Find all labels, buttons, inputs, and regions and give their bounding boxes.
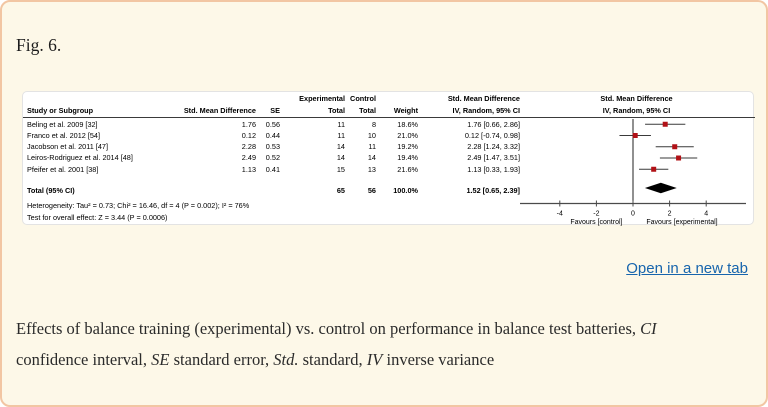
caption-text: standard error, [169, 350, 274, 369]
heterogeneity-note: Heterogeneity: Tau² = 0.73; Chi² = 16.46… [27, 200, 250, 210]
col-header-smd-group: Std. Mean Difference [447, 94, 520, 103]
study-name: Beling et al. 2009 [32] [27, 119, 98, 129]
ci-value: 0.12 [-0.74, 0.98] [464, 131, 520, 140]
table-header: Experimental Control Std. Mean Differenc… [23, 92, 755, 118]
study-row: Franco et al. 2012 [54] 0.12 0.44 11 10 … [23, 130, 520, 142]
exp-total: 15 [336, 164, 345, 174]
study-row: Leiros-Rodriguez et al. 2014 [48] 2.49 0… [23, 152, 520, 164]
svg-text:2: 2 [668, 211, 672, 218]
overall-effect-note: Test for overall effect: Z = 3.44 (P = 0… [27, 212, 168, 222]
se-value: 0.56 [265, 119, 280, 129]
caption-term-se: SE [151, 350, 170, 369]
ci-value: 2.28 [1.24, 3.32] [467, 142, 520, 151]
ctrl-total: 13 [367, 164, 376, 174]
study-name: Pfeifer et al. 2001 [38] [27, 164, 99, 174]
svg-text:4: 4 [704, 211, 708, 218]
spacer [173, 185, 256, 197]
exp-total: 14 [336, 142, 345, 151]
exp-total: 11 [337, 131, 345, 140]
total-ctrl: 56 [367, 186, 376, 195]
caption-text: Effects of balance training (experimenta… [16, 319, 641, 338]
plot-header-line1: Std. Mean Difference [600, 94, 673, 103]
se-value: 0.41 [265, 164, 280, 174]
spacer [256, 185, 280, 197]
caption-text: confidence interval, [16, 350, 152, 369]
caption-term-std: Std. [273, 350, 299, 369]
svg-text:-2: -2 [593, 211, 599, 218]
svg-text:0: 0 [631, 211, 635, 218]
caption-text: inverse variance [382, 350, 495, 369]
total-ci: 1.52 [0.65, 2.39] [466, 186, 520, 195]
study-row: Jacobson et al. 2011 [47] 2.28 0.53 14 1… [23, 141, 520, 153]
ci-value: 1.76 [0.66, 2.86] [467, 119, 520, 129]
study-name: Leiros-Rodriguez et al. 2014 [48] [27, 153, 133, 162]
svg-text:Favours [experimental]: Favours [experimental] [646, 219, 717, 226]
col-header-se: SE [270, 106, 280, 115]
spacer [256, 93, 280, 105]
study-name: Franco et al. 2012 [54] [27, 131, 101, 140]
col-header-iv: IV, Random, 95% CI [452, 106, 520, 115]
se-value: 0.53 [265, 142, 280, 151]
smd-value: 2.49 [241, 153, 256, 162]
ctrl-total: 8 [371, 119, 376, 129]
forest-plot-svg: -4 -2 0 2 4 Favours [control] Favours [experim… [520, 119, 746, 226]
se-value: 0.44 [265, 131, 280, 140]
ctrl-total: 14 [367, 153, 376, 162]
weight-value: 21.6% [397, 164, 418, 174]
svg-text:Favours [control]: Favours [control] [570, 219, 622, 226]
smd-value: 0.12 [241, 131, 256, 140]
col-header-weight: Weight [393, 106, 418, 115]
col-header-ctrl-total: Total [359, 106, 376, 115]
col-header-experimental: Experimental [299, 94, 345, 103]
ci-value: 1.13 [0.33, 1.93] [467, 164, 520, 174]
spacer [23, 93, 173, 105]
ctrl-total: 10 [367, 131, 376, 140]
figure-label: Fig. 6. [16, 35, 62, 55]
ctrl-total: 11 [368, 142, 376, 151]
total-label: Total (95% CI) [27, 186, 75, 195]
weight-value: 19.4% [397, 153, 418, 162]
study-row: Pfeifer et al. 2001 [38] 1.13 0.41 15 13… [23, 164, 520, 176]
ci-value: 2.49 [1.47, 3.51] [467, 153, 520, 162]
svg-text:-4: -4 [557, 211, 563, 218]
total-exp: 65 [336, 186, 345, 195]
exp-total: 11 [337, 119, 345, 129]
col-header-study: Study or Subgroup [27, 106, 94, 115]
smd-value: 1.76 [241, 119, 256, 129]
col-header-exp-total: Total [328, 106, 345, 115]
study-row: Beling et al. 2009 [32] 1.76 0.56 11 8 1… [23, 119, 520, 131]
caption-term-iv: IV [366, 350, 383, 369]
total-row: Total (95% CI) 65 56 100.0% 1.52 [0.65, … [23, 185, 520, 197]
spacer [376, 93, 418, 105]
weight-value: 18.6% [397, 119, 418, 129]
open-in-new-tab-link[interactable]: Open in a new tab [626, 260, 748, 277]
exp-total: 14 [336, 153, 345, 162]
col-header-control: Control [350, 94, 376, 103]
smd-value: 2.28 [241, 142, 256, 151]
caption-text: standard, [298, 350, 367, 369]
weight-value: 19.2% [397, 142, 418, 151]
figure-caption: Effects of balance training (experimenta… [16, 313, 758, 375]
spacer [173, 93, 256, 105]
se-value: 0.52 [265, 153, 280, 162]
plot-header-line2: IV, Random, 95% CI [602, 106, 671, 115]
smd-value: 1.13 [241, 164, 256, 174]
col-header-smd: Std. Mean Difference [183, 106, 256, 115]
study-name: Jacobson et al. 2011 [47] [27, 142, 108, 151]
forest-plot-figure[interactable]: Experimental Control Std. Mean Differenc… [22, 91, 755, 226]
weight-value: 21.0% [397, 131, 418, 140]
caption-term-ci: CI [640, 319, 657, 338]
total-weight: 100.0% [393, 186, 418, 195]
